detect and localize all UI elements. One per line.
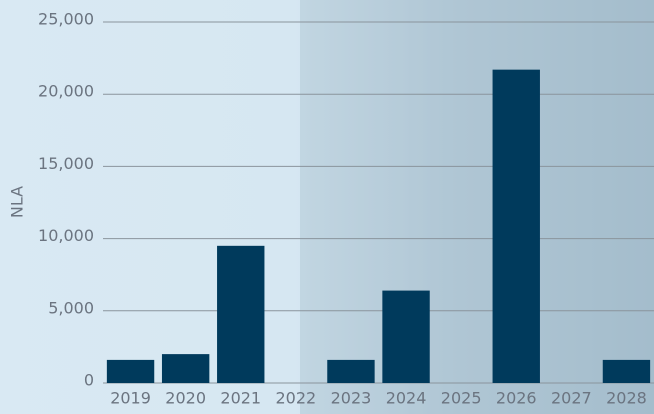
bar: [492, 69, 540, 383]
x-tick-label: 2022: [275, 389, 316, 408]
bar: [106, 359, 155, 383]
background-building: [300, 0, 654, 414]
y-tick-label: 25,000: [38, 10, 94, 29]
y-tick-label: 5,000: [48, 298, 94, 317]
x-tick-label: 2026: [496, 389, 537, 408]
bar: [602, 359, 651, 383]
bar: [327, 359, 375, 383]
x-tick-label: 2025: [441, 389, 482, 408]
x-tick-label: 2023: [331, 389, 372, 408]
y-tick-label: 0: [84, 371, 94, 390]
y-axis-label: NLA: [8, 186, 27, 218]
x-tick-label: 2024: [386, 389, 427, 408]
x-tick-label: 2019: [110, 389, 151, 408]
bar: [217, 245, 265, 383]
bar: [382, 290, 430, 383]
y-tick-label: 10,000: [38, 226, 94, 245]
y-tick-label: 20,000: [38, 82, 94, 101]
x-tick-label: 2028: [606, 389, 647, 408]
x-tick-label: 2021: [220, 389, 261, 408]
x-tick-label: 2027: [551, 389, 592, 408]
bar: [161, 354, 210, 383]
x-tick-label: 2020: [165, 389, 206, 408]
y-tick-label: 15,000: [38, 154, 94, 173]
